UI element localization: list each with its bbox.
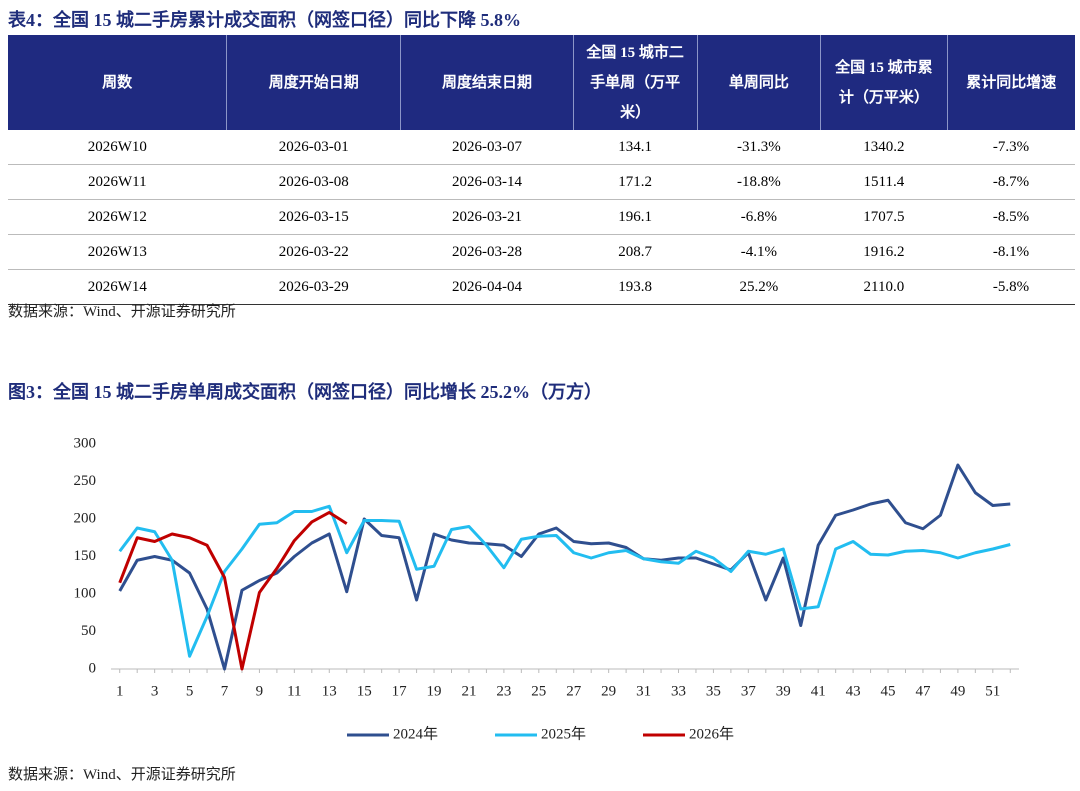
- header-row: 周数 周度开始日期 周度结束日期 全国 15 城市二手单周（万平米） 单周同比 全国 15…: [8, 35, 1075, 130]
- table-cell: 193.8: [573, 269, 698, 305]
- table-cell: 2026-03-14: [400, 164, 574, 200]
- y-tick-label: 150: [74, 548, 97, 564]
- data-table: 周数 周度开始日期 周度结束日期 全国 15 城市二手单周（万平米） 单周同比 全国 15…: [8, 35, 1075, 305]
- table-cell: 2026-03-28: [400, 234, 574, 270]
- table-cell: 208.7: [573, 234, 698, 270]
- x-tick-label: 3: [151, 683, 159, 699]
- header-cell: 周度开始日期: [226, 35, 402, 130]
- table-body: 2026W10 2026-03-01 2026-03-07 134.1 -31.3% 13…: [8, 130, 1075, 305]
- x-tick-label: 37: [741, 683, 757, 699]
- x-tick-label: 5: [186, 683, 194, 699]
- x-tick-label: 51: [985, 683, 1000, 699]
- x-tick-label: 29: [601, 683, 616, 699]
- y-tick-label: 0: [89, 660, 97, 676]
- table-cell: 25.2%: [697, 269, 821, 305]
- header-cell: 累计同比增速: [947, 35, 1075, 130]
- table-cell: 2026W12: [8, 199, 227, 235]
- table-cell: -7.3%: [947, 130, 1075, 165]
- table-cell: 2026W11: [8, 164, 227, 200]
- x-tick-label: 35: [706, 683, 721, 699]
- header-cell: 周数: [8, 35, 228, 130]
- y-tick-label: 50: [81, 623, 96, 639]
- table-cell: 2026-03-07: [400, 130, 574, 165]
- table-cell: 1340.2: [820, 130, 947, 165]
- series-line: [118, 504, 1011, 658]
- table-cell: -18.8%: [697, 164, 821, 200]
- header-cell: 全国 15 城市累计（万平米）: [820, 35, 948, 130]
- table-cell: 2026-04-04: [400, 269, 574, 305]
- header-cell: 全国 15 城市二手单周（万平米）: [573, 35, 698, 130]
- x-tick-label: 39: [776, 683, 791, 699]
- header-cell: 单周同比: [697, 35, 822, 130]
- table-row: 2026W12 2026-03-15 2026-03-21 196.1 -6.8% 170…: [8, 199, 1075, 235]
- y-tick-label: 300: [74, 435, 97, 451]
- table-cell: 1511.4: [820, 164, 947, 200]
- chart-source: 数据来源：Wind、开源证券研究所: [8, 767, 236, 783]
- table-cell: 2026-03-01: [226, 130, 401, 165]
- table-source: 数据来源：Wind、开源证券研究所: [8, 304, 236, 320]
- x-tick-label: 19: [427, 683, 442, 699]
- x-tick-label: 47: [915, 683, 931, 699]
- x-tick-label: 41: [811, 683, 826, 699]
- table-cell: -5.8%: [947, 269, 1075, 305]
- table-cell: -4.1%: [697, 234, 821, 270]
- x-tick-label: 43: [846, 683, 861, 699]
- x-tick-label: 9: [256, 683, 264, 699]
- x-tick-label: 17: [392, 683, 408, 699]
- header-cell: 周度结束日期: [400, 35, 574, 130]
- table-cell: 2026-03-29: [226, 269, 401, 305]
- x-tick-label: 25: [531, 683, 546, 699]
- table-cell: 2026-03-22: [226, 234, 401, 270]
- table-cell: 1916.2: [820, 234, 947, 270]
- x-tick-label: 11: [287, 683, 301, 699]
- table-cell: -8.7%: [947, 164, 1075, 200]
- table-cell: 2026W14: [8, 269, 227, 305]
- table-cell: 2026W13: [8, 234, 227, 270]
- y-tick-label: 200: [74, 510, 97, 526]
- x-tick-label: 23: [496, 683, 511, 699]
- table-cell: -6.8%: [697, 199, 821, 235]
- table-row: 2026W10 2026-03-01 2026-03-07 134.1 -31.3% 13…: [8, 130, 1075, 165]
- table-cell: 2026-03-08: [226, 164, 401, 200]
- x-tick-label: 49: [950, 683, 965, 699]
- legend-label: 2025年: [541, 725, 586, 742]
- x-tick-label: 27: [566, 683, 582, 699]
- table-cell: 2026W10: [8, 130, 227, 165]
- series-line: [118, 510, 348, 671]
- x-tick-label: 1: [116, 683, 124, 699]
- table-cell: 2110.0: [820, 269, 947, 305]
- x-tick-label: 7: [221, 683, 229, 699]
- x-tick-label: 15: [357, 683, 372, 699]
- table-cell: 2026-03-15: [226, 199, 401, 235]
- x-tick-label: 13: [322, 683, 337, 699]
- x-tick-label: 21: [461, 683, 476, 699]
- x-tick-label: 45: [881, 683, 896, 699]
- legend-label: 2024年: [393, 725, 438, 742]
- table-cell: 134.1: [573, 130, 698, 165]
- legend-label: 2026年: [689, 725, 734, 742]
- y-tick-label: 250: [74, 473, 97, 489]
- table-title: 表4：全国 15 城二手房累计成交面积（网签口径）同比下降 5.8%: [8, 10, 521, 30]
- table-row: 2026W13 2026-03-22 2026-03-28 208.7 -4.1% 191…: [8, 234, 1075, 270]
- table-cell: 1707.5: [820, 199, 947, 235]
- chart-title: 图3：全国 15 城二手房单周成交面积（网签口径）同比增长 25.2%（万方）: [8, 382, 602, 402]
- table-row: 2026W11 2026-03-08 2026-03-14 171.2 -18.8% 15…: [8, 164, 1075, 200]
- table-cell: 171.2: [573, 164, 698, 200]
- x-tick-label: 31: [636, 683, 651, 699]
- table-cell: -8.1%: [947, 234, 1075, 270]
- table-cell: 2026-03-21: [400, 199, 574, 235]
- series-line: [118, 463, 1011, 671]
- table-cell: 196.1: [573, 199, 698, 235]
- y-tick-label: 100: [74, 585, 97, 601]
- x-tick-label: 33: [671, 683, 686, 699]
- table-row: 2026W14 2026-03-29 2026-04-04 193.8 25.2% 211…: [8, 269, 1075, 305]
- table-cell: -8.5%: [947, 199, 1075, 235]
- table-cell: -31.3%: [697, 130, 821, 165]
